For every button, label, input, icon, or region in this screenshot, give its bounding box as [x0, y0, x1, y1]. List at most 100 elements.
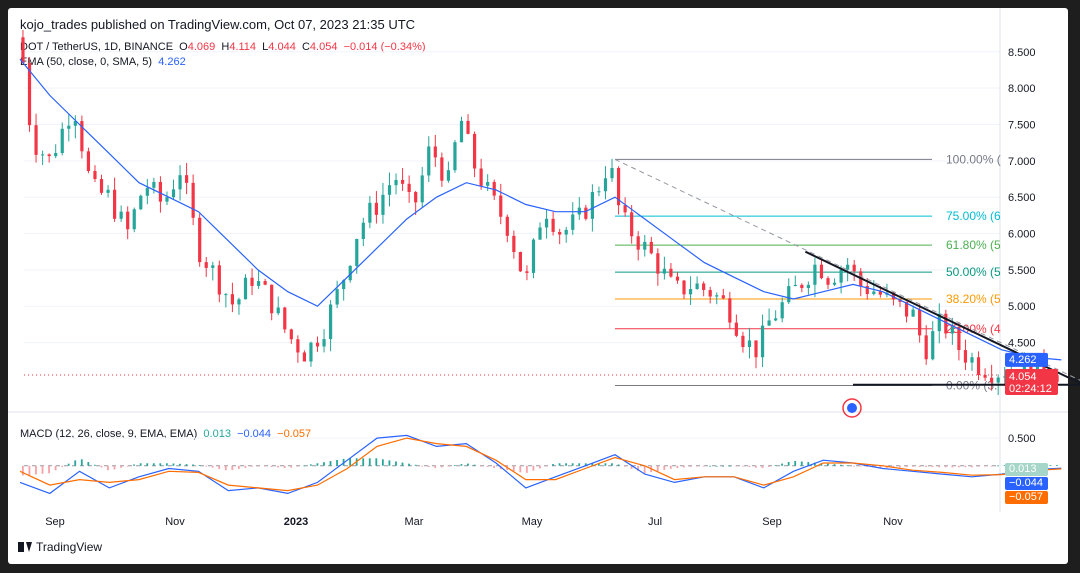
- macd-hist-bar: [198, 465, 201, 466]
- candle-body: [996, 377, 1000, 383]
- macd-hist-bar: [702, 465, 705, 467]
- candle-body: [963, 350, 968, 363]
- macd-hist-bar: [323, 462, 325, 466]
- candle-body: [270, 284, 274, 314]
- macd-hist-bar: [61, 465, 64, 467]
- macd-hist-bar: [715, 465, 718, 467]
- candle-body: [86, 151, 91, 172]
- time-axis[interactable]: Sep Nov 2023 Mar May Jul Sep Nov: [45, 516, 903, 528]
- macd-legend[interactable]: MACD (12, 26, close, 9, EMA, EMA) 0.013 …: [20, 428, 311, 440]
- macd-hist-bar: [931, 465, 934, 468]
- price-axis[interactable]: 8.500 8.000 7.500 7.000 6.500 6.000 5.500 5.000…: [1008, 47, 1036, 350]
- macd-hist-bar: [597, 463, 600, 466]
- macd-hist-bar: [643, 465, 646, 474]
- macd-hist-bar: [879, 465, 882, 469]
- candle-body: [806, 284, 810, 288]
- macd-hist-bar: [218, 465, 221, 469]
- candle-body: [865, 286, 869, 295]
- macd-hist-bar: [283, 465, 286, 469]
- candle-body: [21, 37, 25, 63]
- macd-hist-bar: [467, 463, 469, 466]
- candle-body: [584, 207, 588, 219]
- macd-hist-bar: [525, 465, 528, 473]
- trend-drawings[interactable]: [24, 158, 1080, 418]
- candle-body: [976, 357, 981, 376]
- candle-body: [747, 340, 752, 347]
- candle-body: [126, 211, 130, 230]
- price-legend[interactable]: DOT / TetherUS, 1D, BINANCE O4.069 H4.11…: [20, 41, 426, 53]
- candle-body: [99, 179, 104, 193]
- macd-line: [19, 434, 1062, 495]
- symbol-label[interactable]: DOT / TetherUS, 1D, BINANCE: [20, 41, 174, 53]
- macd-hist-bar: [519, 465, 522, 473]
- macd-hist-bar: [912, 465, 914, 467]
- macd-hist-bar: [113, 465, 116, 470]
- candle-body: [250, 277, 254, 286]
- candle-body: [217, 265, 221, 295]
- ema-price-tag-bg: [1005, 352, 1048, 367]
- candle-body: [832, 282, 837, 285]
- macd-hist-bar: [813, 462, 816, 466]
- candle-body: [656, 253, 660, 274]
- macd-hist-bar: [152, 463, 155, 466]
- tradingview-logo[interactable]: TradingView: [18, 540, 102, 554]
- candle-body: [145, 187, 149, 196]
- macd-hist-bar: [35, 465, 37, 475]
- macd-hist-bar: [237, 465, 240, 469]
- macd-hist-bar: [375, 458, 378, 466]
- macd-hist-bar: [447, 465, 450, 467]
- price-tick: 4.500: [1008, 338, 1036, 350]
- candle-body: [702, 283, 706, 290]
- candle-body: [60, 128, 64, 154]
- macd-hist-bar: [41, 465, 44, 474]
- price-tick: 6.500: [1008, 192, 1036, 204]
- macd-hist-bar: [296, 465, 299, 467]
- candle-body: [34, 125, 38, 155]
- ema-label[interactable]: EMA (50, close, 0, SMA, 5): [20, 56, 153, 68]
- macd-hist-bar: [800, 461, 803, 466]
- candle-body: [891, 292, 896, 300]
- fib-level-label: 61.80% (5: [946, 238, 1001, 252]
- candle-body: [780, 302, 784, 319]
- macd-hist-bar: [139, 463, 142, 466]
- macd-hist-bar: [107, 465, 109, 471]
- candle-body: [453, 142, 457, 171]
- macd-line-tag: −0.044: [1009, 477, 1043, 489]
- candle-body: [846, 264, 850, 270]
- macd-hist-bar: [722, 465, 725, 467]
- macd-signal-tag: −0.057: [1009, 491, 1043, 503]
- macd-hist-bar: [349, 458, 352, 466]
- macd-hist-bar: [67, 463, 70, 466]
- fib-level-label: 38.20% (5: [946, 292, 1001, 306]
- macd-hist-bar: [741, 465, 744, 467]
- price-tick: 7.000: [1008, 156, 1036, 168]
- macd-hist-bar: [990, 465, 993, 467]
- candle-body: [571, 214, 575, 230]
- price-tick: 6.000: [1008, 229, 1036, 241]
- candle-body: [688, 289, 693, 295]
- macd-hist-bar: [493, 465, 496, 468]
- fib-retracement[interactable]: 100.00% (75.00% (6 61.80% (5 50.00% (5 38.2…: [615, 152, 1001, 392]
- time-tick: Nov: [165, 516, 185, 528]
- candle-body: [970, 357, 974, 363]
- candle-body: [119, 211, 123, 219]
- candle-body: [924, 335, 928, 360]
- candle-body: [348, 265, 352, 281]
- candle-body: [708, 289, 712, 297]
- macd-hist-bar: [421, 465, 424, 467]
- candle-body: [911, 309, 915, 317]
- candle-body: [80, 121, 84, 152]
- high-value: 4.114: [229, 41, 257, 53]
- macd-label[interactable]: MACD (12, 26, close, 9, EMA, EMA): [20, 428, 198, 440]
- candle-body: [643, 241, 647, 250]
- macd-hist-bar: [918, 465, 921, 467]
- candle-body: [774, 318, 778, 321]
- candle-body: [505, 216, 509, 236]
- candle-body: [440, 157, 444, 181]
- macd-hist-bar: [971, 465, 973, 468]
- candle-body: [230, 294, 235, 305]
- ema-legend[interactable]: EMA (50, close, 0, SMA, 5) 4.262: [20, 56, 186, 68]
- candle-body: [263, 281, 267, 285]
- candle-body: [983, 375, 987, 378]
